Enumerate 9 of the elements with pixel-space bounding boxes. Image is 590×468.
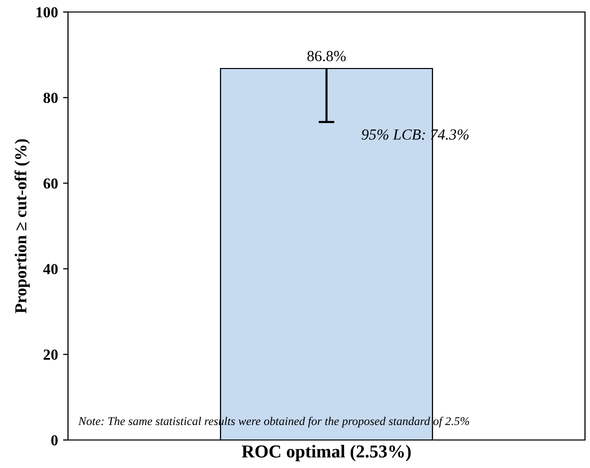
y-tick-label: 100 bbox=[36, 7, 58, 18]
y-tick-label: 80 bbox=[44, 92, 58, 104]
x-tick-label: ROC optimal (2.53%) bbox=[242, 444, 411, 462]
y-tick-label: 0 bbox=[51, 435, 58, 446]
y-axis-title: Proportion ≥ cut-off (%) bbox=[14, 139, 30, 314]
y-tick-label: 20 bbox=[44, 350, 58, 360]
y-tick-label: 60 bbox=[44, 178, 58, 189]
data-label: 86.8% bbox=[307, 50, 346, 62]
y-tick-label: 40 bbox=[43, 264, 58, 274]
